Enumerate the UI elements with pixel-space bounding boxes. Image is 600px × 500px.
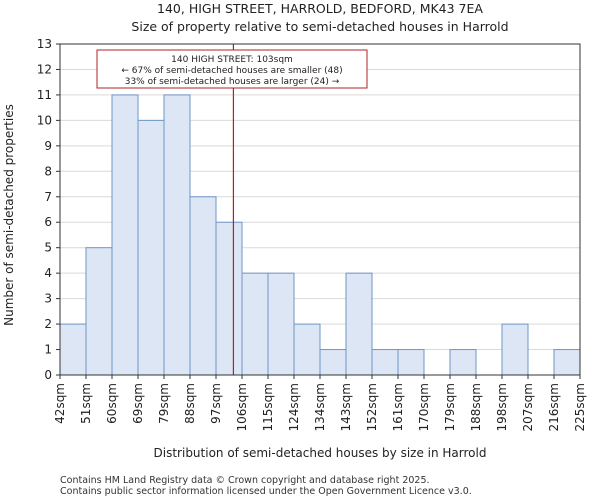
bar-124sqm <box>293 323 321 376</box>
annotation-line-2: ← 67% of semi-detached houses are smalle… <box>121 66 342 76</box>
bar-79sqm <box>163 94 191 376</box>
x-tick-label-198sqm: 198sqm <box>495 383 509 431</box>
bar-134sqm <box>319 349 347 376</box>
chart-title: 140, HIGH STREET, HARROLD, BEDFORD, MK43… <box>157 1 483 16</box>
x-tick-label-225sqm: 225sqm <box>573 383 587 431</box>
bar-179sqm <box>449 349 477 376</box>
bar-152sqm <box>371 349 399 376</box>
bar-51sqm <box>85 247 113 376</box>
bar-143sqm <box>345 272 373 376</box>
annotation-box: 140 HIGH STREET: 103sqm ← 67% of semi-de… <box>96 49 368 89</box>
bar-198sqm <box>501 323 529 376</box>
x-tick-label-216sqm: 216sqm <box>547 383 561 431</box>
x-tick-label-152sqm: 152sqm <box>365 383 379 431</box>
x-tick-label-97sqm: 97sqm <box>209 383 223 424</box>
x-tick-label-161sqm: 161sqm <box>391 383 405 431</box>
y-tick-label-12: 12 <box>37 62 52 76</box>
y-tick-label-2: 2 <box>44 317 52 331</box>
footer-line-2: Contains public sector information licen… <box>60 486 472 497</box>
x-tick-label-115sqm: 115sqm <box>261 383 275 431</box>
bar-216sqm <box>553 349 581 376</box>
bar-106sqm <box>241 272 269 376</box>
y-tick-label-6: 6 <box>44 215 52 229</box>
y-tick-label-5: 5 <box>44 241 52 255</box>
y-tick-label-3: 3 <box>44 292 52 306</box>
x-tick-label-179sqm: 179sqm <box>443 383 457 431</box>
bar-161sqm <box>397 349 425 376</box>
bar-88sqm <box>189 196 217 376</box>
annotation-line-1: 140 HIGH STREET: 103sqm <box>171 55 293 65</box>
y-tick-label-7: 7 <box>44 190 52 204</box>
x-tick-label-42sqm: 42sqm <box>53 383 67 424</box>
x-tick-label-170sqm: 170sqm <box>417 383 431 431</box>
y-tick-label-8: 8 <box>44 164 52 178</box>
y-tick-label-9: 9 <box>44 139 52 153</box>
bar-97sqm <box>215 221 243 376</box>
annotation-line-3: 33% of semi-detached houses are larger (… <box>125 77 340 87</box>
y-tick-label-10: 10 <box>37 113 52 127</box>
y-axis-label: Number of semi-detached properties <box>2 104 16 326</box>
bar-42sqm <box>59 323 87 376</box>
y-tick-label-0: 0 <box>44 368 52 382</box>
x-tick-label-69sqm: 69sqm <box>131 383 145 424</box>
bar-60sqm <box>111 94 139 376</box>
x-tick-label-124sqm: 124sqm <box>287 383 301 431</box>
bars <box>59 94 581 376</box>
chart-subtitle: Size of property relative to semi-detach… <box>131 19 508 34</box>
x-axis-ticks: 42sqm 51sqm 60sqm 69sqm 79sqm 88sqm 97sqm 106sq… <box>53 375 587 431</box>
x-axis-label: Distribution of semi-detached houses by … <box>154 446 487 460</box>
y-tick-label-1: 1 <box>44 343 52 357</box>
x-tick-label-60sqm: 60sqm <box>105 383 119 424</box>
y-tick-label-11: 11 <box>37 88 52 102</box>
bar-115sqm <box>267 272 295 376</box>
x-tick-label-88sqm: 88sqm <box>183 383 197 424</box>
y-tick-label-13: 13 <box>37 37 52 51</box>
annotation-frame <box>96 49 368 89</box>
x-tick-label-134sqm: 134sqm <box>313 383 327 431</box>
y-tick-label-4: 4 <box>44 266 52 280</box>
x-tick-label-207sqm: 207sqm <box>521 383 535 431</box>
x-tick-label-79sqm: 79sqm <box>157 383 171 424</box>
x-tick-label-51sqm: 51sqm <box>79 383 93 424</box>
x-tick-label-143sqm: 143sqm <box>339 383 353 431</box>
x-tick-label-188sqm: 188sqm <box>469 383 483 431</box>
x-tick-label-106sqm: 106sqm <box>235 383 249 431</box>
footer-line-1: Contains HM Land Registry data © Crown c… <box>60 475 430 486</box>
bar-69sqm <box>137 119 165 376</box>
